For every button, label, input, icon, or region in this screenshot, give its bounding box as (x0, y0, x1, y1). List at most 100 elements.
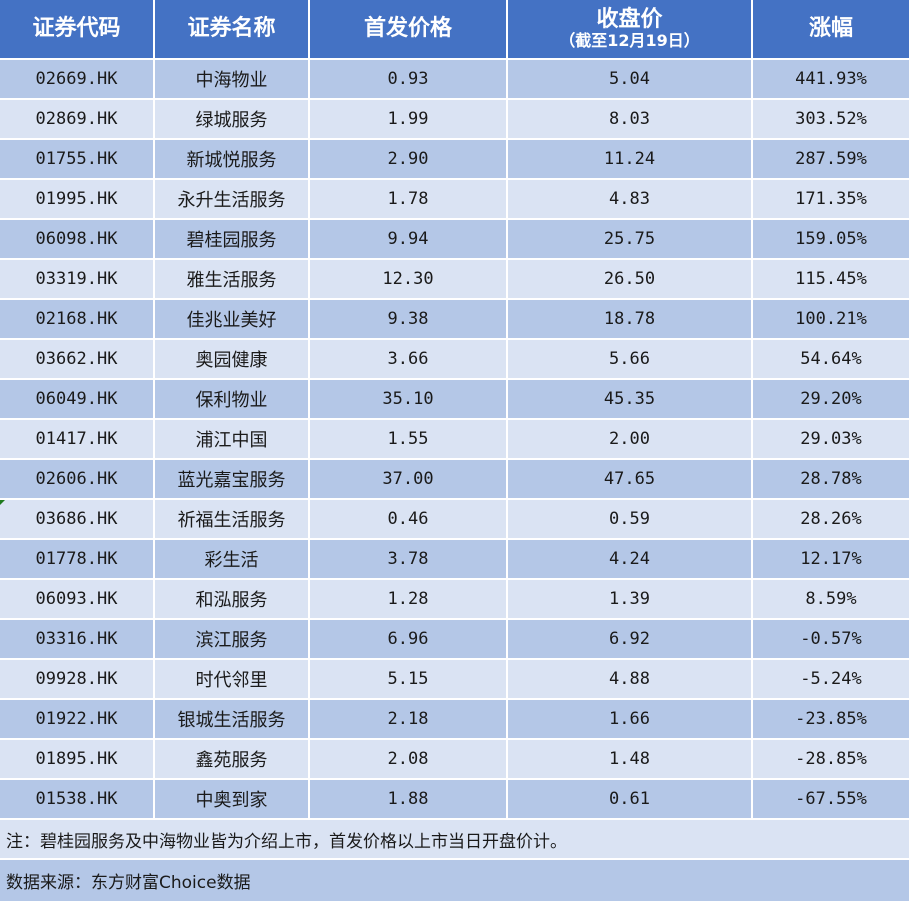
cell-change: 54.64% (800, 349, 862, 369)
cell-name: 永升生活服务 (155, 180, 310, 218)
cell-close-price: 5.66 (508, 340, 753, 378)
cell-close-price: 1.39 (508, 580, 753, 618)
cell-name: 新城悦服务 (155, 140, 310, 178)
cell-change: 287.59% (795, 149, 867, 169)
cell-name: 时代邻里 (155, 660, 310, 698)
cell-code: 01995.HK (0, 180, 155, 218)
cell-name: 佳兆业美好 (155, 300, 310, 338)
cell-name: 浦江中国 (155, 420, 310, 458)
cell-code: 01755.HK (0, 140, 155, 178)
table-note: 注：碧桂园服务及中海物业皆为介绍上市，首发价格以上市当日开盘价计。 (0, 820, 909, 860)
cell-close-price: 11.24 (508, 140, 753, 178)
cell-code: 06049.HK (0, 380, 155, 418)
cell-change: 100.21% (795, 309, 867, 329)
cell-ipo-price: 37.00 (310, 460, 508, 498)
header-code: 证券代码 (0, 0, 155, 58)
cell-change: 441.93% (795, 69, 867, 89)
header-close-price-date: （截至12月19日） (559, 31, 700, 51)
cell-ipo-price: 9.94 (310, 220, 508, 258)
table-row: 02606.HK 蓝光嘉宝服务 37.00 47.65 28.78% (0, 460, 909, 500)
cell-close-price: 4.83 (508, 180, 753, 218)
cell-ipo-price: 2.18 (310, 700, 508, 738)
cell-ipo-price: 1.28 (310, 580, 508, 618)
cell-close-price: 25.75 (508, 220, 753, 258)
cell-ipo-price: 1.78 (310, 180, 508, 218)
cell-code: 02168.HK (0, 300, 155, 338)
cell-code: 03662.HK (0, 340, 155, 378)
cell-name: 碧桂园服务 (155, 220, 310, 258)
cell-close-price: 1.48 (508, 740, 753, 778)
cell-close-price: 0.61 (508, 780, 753, 818)
cell-ipo-price: 1.88 (310, 780, 508, 818)
cell-name: 保利物业 (155, 380, 310, 418)
cell-change: -67.55% (795, 789, 867, 809)
cell-name: 蓝光嘉宝服务 (155, 460, 310, 498)
header-close-price: 收盘价 （截至12月19日） (508, 0, 753, 58)
table-row: 03662.HK 奥园健康 3.66 5.66 54.64% (0, 340, 909, 380)
cell-close-price: 4.24 (508, 540, 753, 578)
cell-close-price: 45.35 (508, 380, 753, 418)
table-body: 02669.HK 中海物业 0.93 5.04 441.93% 02869.HK 绿城服务 1… (0, 60, 909, 820)
cell-name: 彩生活 (155, 540, 310, 578)
table-row: 02869.HK 绿城服务 1.99 8.03 303.52% (0, 100, 909, 140)
cell-close-price: 6.92 (508, 620, 753, 658)
cell-close-price: 2.00 (508, 420, 753, 458)
cell-ipo-price: 9.38 (310, 300, 508, 338)
cell-change: 159.05% (795, 229, 867, 249)
cell-code: 01922.HK (0, 700, 155, 738)
table-row: 02669.HK 中海物业 0.93 5.04 441.93% (0, 60, 909, 100)
cell-ipo-price: 35.10 (310, 380, 508, 418)
table-row: 01995.HK 永升生活服务 1.78 4.83 171.35% (0, 180, 909, 220)
header-change-label: 涨幅 (808, 15, 853, 41)
cell-change: 29.20% (800, 389, 862, 409)
cell-code: 09928.HK (0, 660, 155, 698)
table-row: 01755.HK 新城悦服务 2.90 11.24 287.59% (0, 140, 909, 180)
cell-ipo-price: 2.08 (310, 740, 508, 778)
cell-ipo-price: 2.90 (310, 140, 508, 178)
cell-comment-marker-icon (0, 500, 5, 505)
cell-change: -23.85% (795, 709, 867, 729)
header-ipo-price-label: 首发价格 (363, 15, 452, 41)
table-row: 03686.HK 祈福生活服务 0.46 0.59 28.26% (0, 500, 909, 540)
table-row: 01778.HK 彩生活 3.78 4.24 12.17% (0, 540, 909, 580)
cell-change: 8.59% (805, 589, 857, 609)
cell-change: 28.26% (800, 509, 862, 529)
cell-change: -5.24% (800, 669, 862, 689)
cell-code: 03319.HK (0, 260, 155, 298)
cell-code: 01895.HK (0, 740, 155, 778)
cell-ipo-price: 1.55 (310, 420, 508, 458)
table-row: 06049.HK 保利物业 35.10 45.35 29.20% (0, 380, 909, 420)
cell-code: 03686.HK (0, 500, 155, 538)
header-close-price-label: 收盘价 (596, 7, 663, 33)
table-row: 09928.HK 时代邻里 5.15 4.88 -5.24% (0, 660, 909, 700)
cell-close-price: 4.88 (508, 660, 753, 698)
cell-ipo-price: 6.96 (310, 620, 508, 658)
cell-name: 鑫苑服务 (155, 740, 310, 778)
cell-name: 中奥到家 (155, 780, 310, 818)
table-row: 03316.HK 滨江服务 6.96 6.92 -0.57% (0, 620, 909, 660)
cell-ipo-price: 5.15 (310, 660, 508, 698)
table-row: 01922.HK 银城生活服务 2.18 1.66 -23.85% (0, 700, 909, 740)
cell-change: 29.03% (800, 429, 862, 449)
cell-code: 02606.HK (0, 460, 155, 498)
cell-ipo-price: 12.30 (310, 260, 508, 298)
cell-code: 01778.HK (0, 540, 155, 578)
table-row: 06093.HK 和泓服务 1.28 1.39 8.59% (0, 580, 909, 620)
table-row: 01417.HK 浦江中国 1.55 2.00 29.03% (0, 420, 909, 460)
header-code-label: 证券代码 (32, 15, 121, 41)
table-row: 06098.HK 碧桂园服务 9.94 25.75 159.05% (0, 220, 909, 260)
header-name-label: 证券名称 (187, 15, 276, 41)
header-change: 涨幅 (753, 0, 909, 58)
header-ipo-price: 首发价格 (310, 0, 508, 58)
table-row: 01895.HK 鑫苑服务 2.08 1.48 -28.85% (0, 740, 909, 780)
cell-name: 祈福生活服务 (155, 500, 310, 538)
table-header-row: 证券代码 证券名称 首发价格 收盘价 （截至12月19日） 涨幅 (0, 0, 909, 60)
cell-change: 28.78% (800, 469, 862, 489)
cell-name: 银城生活服务 (155, 700, 310, 738)
cell-code: 06098.HK (0, 220, 155, 258)
cell-code: 02669.HK (0, 60, 155, 98)
table-row: 01538.HK 中奥到家 1.88 0.61 -67.55% (0, 780, 909, 820)
cell-name: 中海物业 (155, 60, 310, 98)
cell-change: 171.35% (795, 189, 867, 209)
cell-ipo-price: 0.93 (310, 60, 508, 98)
